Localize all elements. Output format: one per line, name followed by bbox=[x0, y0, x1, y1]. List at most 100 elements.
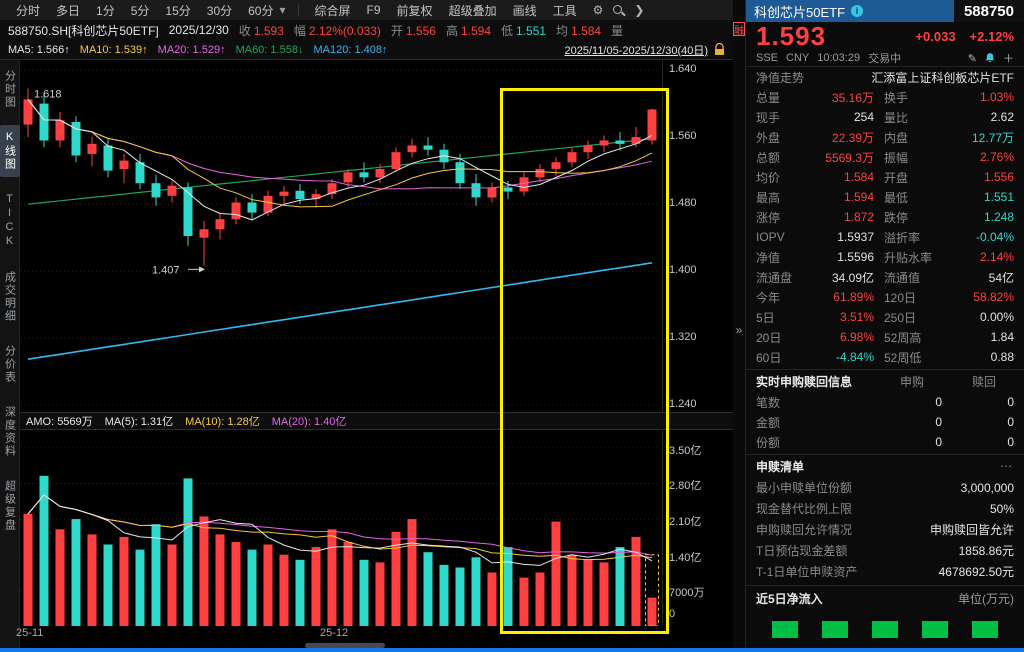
date-label: 2025/12/30 bbox=[168, 23, 229, 37]
market-status-row: SSE CNY 10:03:29 交易中 ✎ ＋ bbox=[746, 50, 1024, 66]
collapse-panel-icon[interactable]: » bbox=[735, 323, 743, 337]
gear-icon[interactable]: ⚙ bbox=[592, 3, 604, 17]
visible-range-label[interactable]: 2025/11/05-2025/12/30(40日) bbox=[564, 44, 708, 57]
ma-items: MA5: 1.566↑ MA10: 1.539↑ MA20: 1.529↑ MA60:… bbox=[8, 44, 387, 56]
sidebar-tab[interactable]: K线图 bbox=[0, 125, 20, 177]
quote-field: 开 1.556 bbox=[391, 22, 436, 39]
volume-chart bbox=[20, 447, 660, 627]
period-tab[interactable]: 分时 bbox=[16, 3, 41, 18]
field-value: 1.556 bbox=[405, 23, 436, 38]
ma-value: MA20: 1.529↑ bbox=[158, 44, 226, 56]
stat-value: 1.551 bbox=[983, 190, 1014, 204]
sidebar-tab[interactable]: 分时图 bbox=[3, 70, 16, 109]
stat-value: 2.76% bbox=[979, 150, 1014, 164]
toolbar-tool-button[interactable]: 综合屏 bbox=[314, 3, 351, 18]
ma-trend-arrow: ↑ bbox=[142, 43, 148, 56]
search-icon-circle bbox=[613, 4, 623, 14]
ma-number: 1.529 bbox=[192, 43, 221, 56]
stat-value: 1.584 bbox=[843, 170, 874, 184]
redemption-list-title: 申赎清单 bbox=[756, 459, 805, 474]
stat-value: 254 bbox=[853, 110, 874, 124]
chart-region[interactable]: 1.618 1.407 1.640 1.560 1.480 1.400 1.320 1.24… bbox=[16, 60, 733, 648]
quote-field: 均 1.584 bbox=[556, 22, 601, 39]
fund-full-name: 汇添富上证科创板芯片ETF bbox=[871, 70, 1014, 85]
chevron-down-icon[interactable]: ▾ bbox=[279, 3, 286, 17]
subscribe-column-header: 申购 bbox=[900, 374, 925, 389]
price-row: 1.593 +0.033 +2.12% bbox=[746, 21, 1024, 51]
quote-panel: 科创芯片50ETF i 588750 1.593 +0.033 +2.12% S… bbox=[745, 0, 1024, 648]
stat-label: 250日 bbox=[884, 310, 917, 325]
sidebar-tab[interactable]: 超级复盘 bbox=[3, 480, 16, 532]
info-icon[interactable]: i bbox=[851, 5, 864, 17]
amount-tick-label: 0 bbox=[669, 608, 676, 620]
price-change: +0.033 bbox=[915, 28, 956, 44]
subscription-section-header: 实时申购赎回信息 申购 赎回 bbox=[746, 369, 1024, 392]
toolbar-tool-button[interactable]: 前复权 bbox=[396, 3, 433, 18]
ma-label: MA5: bbox=[8, 43, 34, 56]
redemption-row-label: 申购赎回允许情况 bbox=[756, 523, 853, 537]
stat-value: -0.04% bbox=[975, 230, 1014, 244]
quote-action-icons: ✎ ＋ bbox=[968, 50, 1014, 66]
add-watchlist-icon[interactable]: ＋ bbox=[1003, 53, 1014, 65]
alert-bell-icon[interactable] bbox=[984, 52, 996, 64]
period-tab[interactable]: 30分 bbox=[206, 3, 233, 18]
stat-value: 1.594 bbox=[843, 190, 874, 204]
redemption-list-row: 现金替代比例上限 50% bbox=[746, 498, 1024, 519]
symbol-label[interactable]: 588750.SH[科创芯片50ETF] bbox=[8, 23, 159, 38]
stat-label: 开盘 bbox=[884, 170, 909, 185]
scrollbar-thumb[interactable] bbox=[305, 643, 385, 648]
period-tab[interactable]: 多日 bbox=[56, 3, 81, 18]
stat-label: 涨停 bbox=[756, 210, 781, 225]
horizontal-scrollbar[interactable] bbox=[20, 643, 733, 648]
quote-field: 量 bbox=[611, 22, 626, 39]
ma-trend-arrow: ↑ bbox=[381, 43, 388, 56]
ma-label: MA60: bbox=[235, 43, 268, 56]
field-label: 高 bbox=[445, 23, 458, 38]
period-tab[interactable]: 60分 bbox=[248, 3, 274, 18]
chevron-right-icon[interactable]: ❯ bbox=[634, 3, 645, 17]
lock-icon[interactable] bbox=[714, 43, 725, 56]
stat-value: 6.98% bbox=[839, 330, 874, 344]
stats-row: 60日 -4.84% 52周低 0.88 bbox=[746, 347, 1024, 367]
amount-ma-number: 5569万 bbox=[57, 416, 93, 428]
net-inflow-title: 近5日净流入 bbox=[756, 591, 823, 606]
field-label: 均 bbox=[556, 23, 569, 38]
sidebar-tab[interactable]: 深度资料 bbox=[3, 406, 16, 458]
etf-name-badge[interactable]: 科创芯片50ETF i bbox=[746, 0, 954, 22]
period-tab[interactable]: 5分 bbox=[130, 3, 150, 18]
redemption-row-value: 申购赎回皆允许 bbox=[929, 523, 1014, 537]
sidebar-tab[interactable]: TICK bbox=[3, 193, 16, 249]
panel-splitter-strip: 融 » bbox=[733, 0, 745, 648]
ma-value: MA10: 1.539↑ bbox=[80, 44, 148, 56]
sidebar-tab[interactable]: 分价表 bbox=[3, 345, 16, 384]
toolbar-tool-button[interactable]: 工具 bbox=[552, 3, 577, 18]
quote-header-row: 科创芯片50ETF i 588750 bbox=[746, 0, 1024, 22]
toolbar-tool-button[interactable]: 超级叠加 bbox=[448, 3, 497, 18]
period-tab[interactable]: 1分 bbox=[96, 3, 115, 18]
toolbar-tool-button[interactable]: 画线 bbox=[512, 3, 537, 18]
redemption-row-label: 最小申赎单位份额 bbox=[756, 481, 853, 495]
toolbar-tool-button[interactable]: F9 bbox=[366, 3, 381, 17]
ma-number: 1.558 bbox=[270, 43, 298, 56]
stats-row: 最高 1.594 最低 1.551 bbox=[746, 187, 1024, 207]
window-bottom-accent-bar bbox=[0, 648, 1024, 652]
ma-number: 1.539 bbox=[114, 43, 143, 56]
period-tabs: 分时 多日 1分 5分 15分 30分 60分 bbox=[8, 2, 281, 19]
field-label: 量 bbox=[611, 23, 624, 38]
stats-row: 现手 254 量比 2.62 bbox=[746, 107, 1024, 127]
period-tab[interactable]: 15分 bbox=[165, 3, 191, 18]
subscription-row-label: 份额 bbox=[756, 435, 781, 450]
price-tick-label: 1.320 bbox=[669, 331, 697, 344]
stats-row: 20日 6.98% 52周高 1.84 bbox=[746, 327, 1024, 347]
amount-ma-number: 1.28亿 bbox=[227, 416, 260, 428]
more-icon[interactable]: ⋯ bbox=[1000, 459, 1014, 473]
inflow-bar bbox=[772, 620, 798, 638]
redeem-value: 0 bbox=[1007, 435, 1014, 449]
stats-grid: 总量 35.16万 换手 1.03% 现手 254 量比 2.62 外盘 22.… bbox=[746, 87, 1024, 367]
subscription-rows: 笔数 0 0 金额 0 0 份额 0 0 bbox=[746, 392, 1024, 452]
nav-trend-tab[interactable]: 净值走势 bbox=[756, 70, 805, 85]
quote-field: 幅 2.12%(0.033) bbox=[294, 22, 381, 39]
search-icon[interactable] bbox=[611, 3, 627, 18]
sidebar-tab[interactable]: 成交明细 bbox=[3, 271, 16, 323]
edit-icon[interactable]: ✎ bbox=[967, 52, 977, 65]
